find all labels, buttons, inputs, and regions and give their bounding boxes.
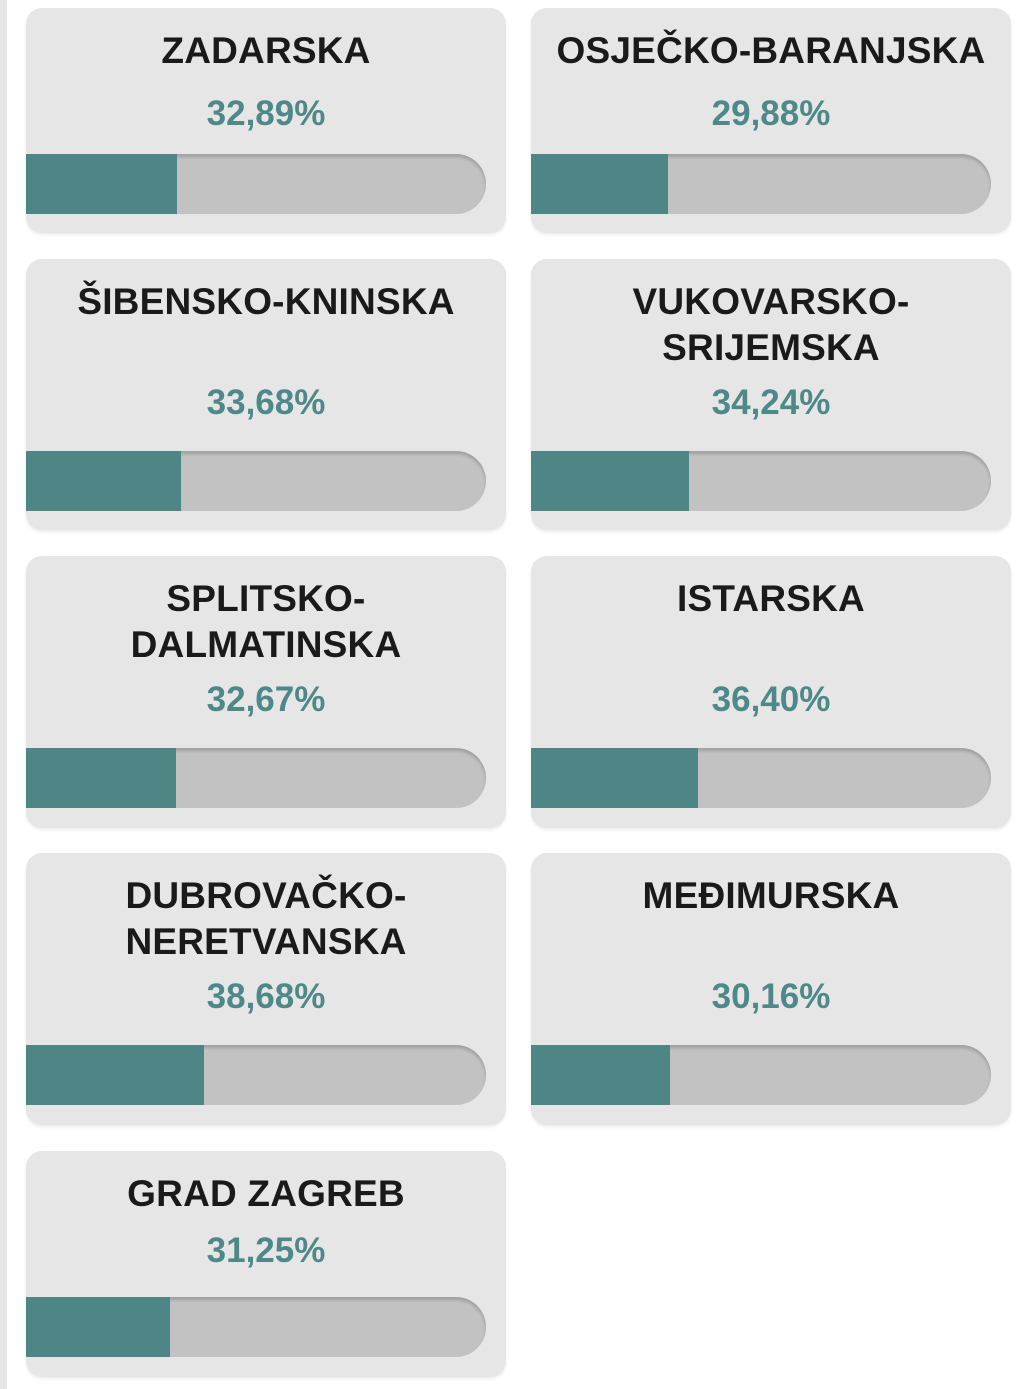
county-name: MEĐIMURSKA xyxy=(642,875,900,916)
county-name: ŠIBENSKO-KNINSKA xyxy=(77,281,455,322)
county-card-zadarska: ZADARSKA 32,89% xyxy=(26,8,506,233)
turnout-progress-fill xyxy=(531,748,699,808)
turnout-progress-fill xyxy=(26,154,178,214)
county-card-osjecko-baranjska: OSJEČKO-BARANJSKA 29,88% xyxy=(531,8,1011,233)
turnout-progress-bar xyxy=(531,451,991,511)
turnout-progress-bar xyxy=(26,1045,486,1105)
turnout-progress-fill xyxy=(531,1045,670,1105)
county-name: GRAD ZAGREB xyxy=(127,1173,405,1214)
turnout-progress-bar xyxy=(26,748,486,808)
turnout-percentage: 32,89% xyxy=(206,94,326,133)
county-card-sibensko-kninska: ŠIBENSKO-KNINSKA 33,68% xyxy=(26,259,506,530)
turnout-progress-bar xyxy=(531,154,991,214)
turnout-percentage: 29,88% xyxy=(711,94,831,133)
turnout-percentage: 34,24% xyxy=(711,383,831,422)
county-card-grad-zagreb: GRAD ZAGREB 31,25% xyxy=(26,1151,506,1377)
turnout-progress-bar xyxy=(26,451,486,511)
turnout-progress-bar xyxy=(531,1045,991,1105)
turnout-progress-fill xyxy=(531,154,669,214)
county-name: DUBROVAČKO-NERETVANSKA xyxy=(125,875,407,962)
county-card-medimurska: MEĐIMURSKA 30,16% xyxy=(531,853,1011,1125)
turnout-progress-fill xyxy=(26,748,177,808)
county-card-splitsko-dalmatinska: SPLITSKO-DALMATINSKA 32,67% xyxy=(26,556,506,828)
turnout-progress-fill xyxy=(26,1045,204,1105)
county-name: ZADARSKA xyxy=(161,30,371,71)
turnout-percentage: 32,67% xyxy=(206,680,326,719)
county-card-dubrovacko-neretvanska: DUBROVAČKO-NERETVANSKA 38,68% xyxy=(26,853,506,1125)
turnout-progress-fill xyxy=(531,451,689,511)
turnout-percentage: 33,68% xyxy=(206,383,326,422)
county-name: VUKOVARSKO-SRIJEMSKA xyxy=(632,281,910,368)
left-edge-divider xyxy=(0,0,7,1389)
turnout-progress-bar xyxy=(531,748,991,808)
turnout-percentage: 30,16% xyxy=(711,977,831,1016)
county-card-vukovarsko-srijemska: VUKOVARSKO-SRIJEMSKA 34,24% xyxy=(531,259,1011,530)
turnout-progress-bar xyxy=(26,1297,486,1357)
turnout-progress-fill xyxy=(26,451,181,511)
turnout-progress-bar xyxy=(26,154,486,214)
county-name: OSJEČKO-BARANJSKA xyxy=(556,30,986,71)
turnout-progress-fill xyxy=(26,1297,170,1357)
turnout-percentage: 38,68% xyxy=(206,977,326,1016)
county-name: ISTARSKA xyxy=(677,578,865,619)
turnout-percentage: 31,25% xyxy=(206,1231,326,1270)
county-card-istarska: ISTARSKA 36,40% xyxy=(531,556,1011,828)
turnout-percentage: 36,40% xyxy=(711,680,831,719)
county-name: SPLITSKO-DALMATINSKA xyxy=(130,578,402,665)
